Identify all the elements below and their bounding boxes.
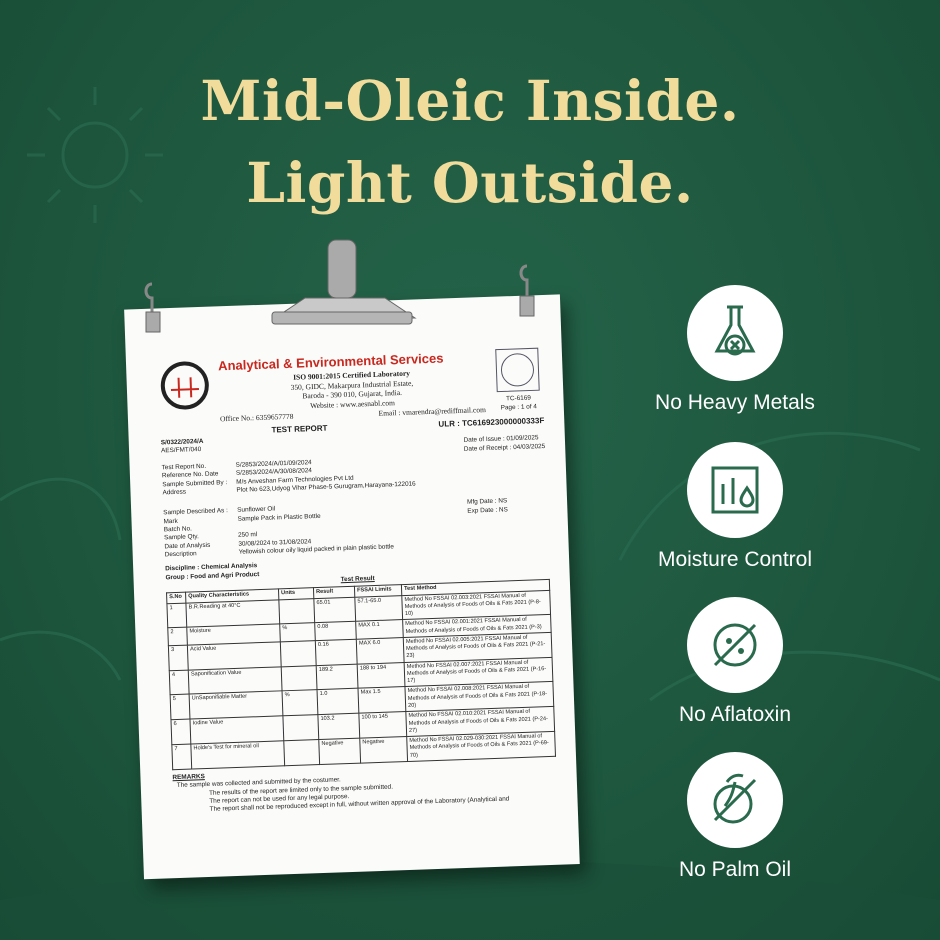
office: Office No.: 6359657778 — [219, 411, 294, 424]
table-cell: 0.08 — [314, 621, 357, 641]
feature-icon — [687, 597, 783, 693]
field-label: Address — [162, 488, 187, 497]
stamp: TC-6169 Page : 1 of 4 — [492, 347, 544, 413]
table-cell — [281, 665, 318, 692]
feature-icon — [687, 285, 783, 381]
table-cell: Negative — [318, 738, 361, 765]
table-cell: 1.0 — [317, 688, 359, 715]
table-cell — [278, 598, 315, 625]
table-cell: Iodine Value — [189, 716, 284, 745]
table-cell — [283, 739, 320, 766]
feature-label: Moisture Control — [657, 548, 813, 571]
table-cell: 3 — [168, 644, 189, 671]
table-cell: 189.2 — [316, 663, 359, 691]
icon-graphic — [713, 773, 757, 824]
feature-label: No Palm Oil — [678, 858, 792, 881]
table-cell: 57.1-65.0 — [354, 595, 403, 622]
lab-header: Analytical & Environmental Services ISO … — [158, 347, 544, 426]
table-header: S.No — [166, 592, 186, 604]
table-cell: Saponification Value — [188, 666, 283, 695]
headline: Mid-Oleic Inside. — [200, 68, 740, 133]
icon-graphic — [713, 623, 757, 667]
feature: Moisture Control — [615, 442, 855, 572]
sample-fields: Sample Described As : Sunflower Oil Mark Sa… — [163, 499, 469, 560]
feature-icon — [687, 442, 783, 538]
mfg-dates: Mfg Date : NS Exp Date : NS — [467, 496, 549, 549]
table-cell: % — [279, 622, 316, 642]
icon-graphic — [711, 466, 759, 514]
feature-label: No Heavy Metals — [655, 391, 815, 414]
results-table: S.No Quality Characteristics Units Result FS… — [166, 579, 556, 770]
table-cell: % — [282, 690, 318, 717]
table-cell: 100 to 145 — [358, 711, 407, 739]
table-cell: Max 1.5 — [358, 687, 406, 714]
icon-graphic — [714, 305, 756, 356]
lab-logo — [160, 361, 209, 410]
table-cell: Method No FSSAI 02.029-030:2021 FSSAI Ma… — [406, 731, 556, 762]
remarks: REMARKS The sample was collected and subm… — [172, 761, 557, 816]
field-label: Description — [164, 550, 197, 559]
table-cell: MAX 0.1 — [355, 619, 404, 640]
table-cell: Negative — [359, 736, 408, 763]
table-cell: 188 to 194 — [357, 662, 405, 689]
page-number: Page : 1 of 4 — [500, 402, 538, 412]
table-cell: B.R.Reading at 40°C — [185, 599, 280, 628]
feature: No Heavy Metals — [615, 285, 855, 415]
test-report: Analytical & Environmental Services ISO … — [124, 294, 580, 880]
report-title: TEST REPORT — [271, 423, 328, 435]
table-cell: MAX 6.0 — [356, 637, 405, 664]
format-code: AES/FMT/040 — [160, 446, 202, 455]
table-cell: 65.01 — [313, 596, 356, 623]
table-cell: UnSaponifiable Matter — [189, 691, 283, 720]
headline: Light Outside. — [246, 150, 694, 215]
table-cell: 4 — [169, 669, 190, 696]
table-cell: Acid Value — [187, 641, 282, 670]
remarks-label: REMARKS — [172, 772, 205, 782]
table-cell: 2 — [167, 627, 188, 646]
table-cell: 1 — [166, 602, 187, 629]
table-cell: 0.16 — [315, 639, 358, 666]
table-cell: 6 — [170, 719, 191, 745]
feature: No Palm Oil — [615, 752, 855, 882]
table-cell: 103.2 — [317, 713, 360, 740]
table-cell — [280, 640, 317, 667]
table-cell: 5 — [170, 694, 190, 720]
feature: No Aflatoxin — [615, 597, 855, 727]
table-cell: 7 — [171, 744, 192, 770]
table-cell — [282, 714, 319, 741]
feature-icon — [687, 752, 783, 848]
table-cell: Holde's Test for mineral oil — [190, 740, 285, 769]
feature-label: No Aflatoxin — [678, 703, 792, 726]
